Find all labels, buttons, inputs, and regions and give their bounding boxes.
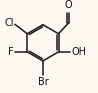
- Text: F: F: [8, 47, 14, 57]
- Text: OH: OH: [72, 47, 87, 57]
- Text: Br: Br: [38, 77, 48, 87]
- Text: O: O: [65, 0, 73, 10]
- Text: Cl: Cl: [5, 18, 14, 28]
